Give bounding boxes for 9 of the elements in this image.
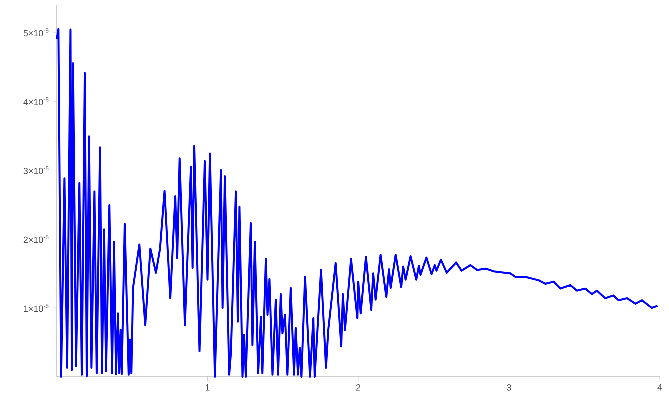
y-tick-label: 4×10$^{-8}$	[24, 97, 49, 106]
y-tick-label: 5×10$^{-8}$	[24, 28, 49, 37]
x-tick-label: 4	[658, 384, 662, 391]
y-tick-label: 1×10$^{-8}$	[24, 304, 49, 312]
x-tick-label: 2	[356, 384, 361, 391]
y-tick-label: 3×10$^{-8}$	[24, 166, 49, 174]
x-tick-label: 3	[507, 384, 512, 391]
x-tick-label: 1	[206, 384, 210, 391]
y-tick-label: 2×10$^{-8}$	[24, 235, 49, 244]
